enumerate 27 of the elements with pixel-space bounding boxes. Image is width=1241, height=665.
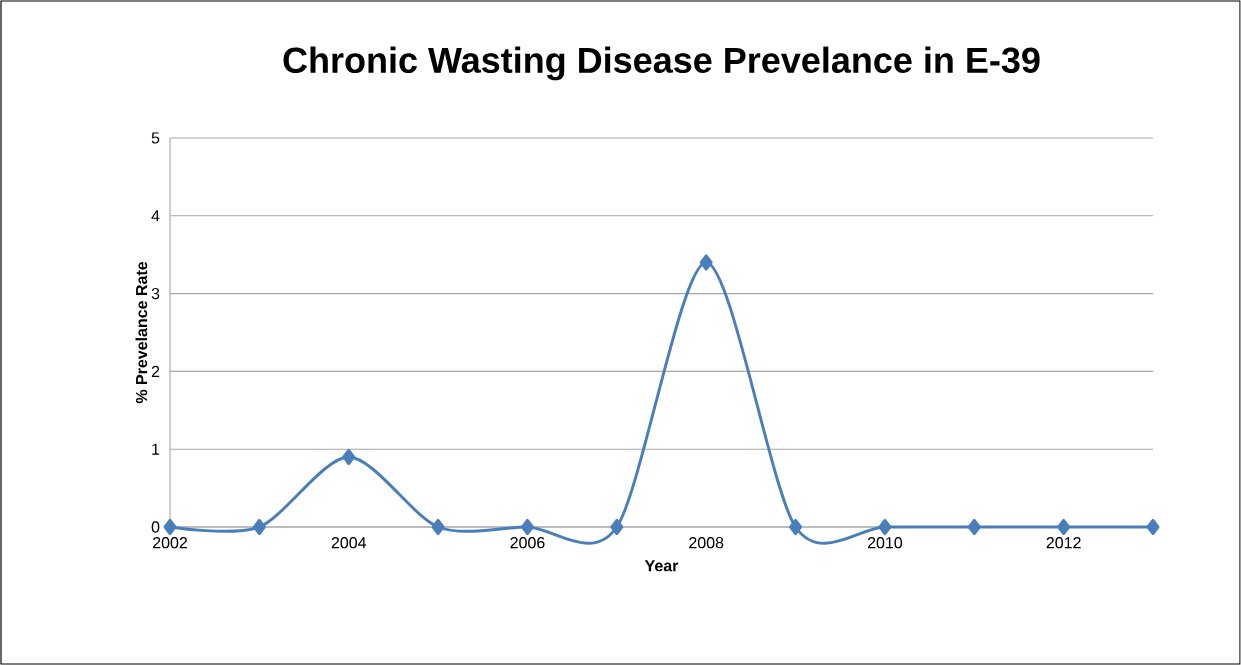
x-tick-label: 2010 bbox=[867, 537, 903, 549]
point bbox=[520, 518, 534, 536]
y-tick-label: 4 bbox=[151, 210, 160, 222]
x-tick-label: 2008 bbox=[689, 537, 724, 549]
point bbox=[1057, 518, 1071, 536]
y-tick-label: 3 bbox=[151, 287, 160, 300]
x-axis-title: Year bbox=[644, 560, 679, 572]
y-tick-label: 1 bbox=[152, 443, 160, 455]
y-tick-label: 5 bbox=[151, 132, 160, 144]
point bbox=[252, 518, 266, 536]
chart-title: Chronic Wasting Disease Prevelance in E-39 bbox=[283, 46, 1040, 81]
x-tick-label: 2012 bbox=[1046, 537, 1081, 549]
point bbox=[878, 518, 892, 536]
point bbox=[163, 518, 177, 536]
y-tick-label: 2 bbox=[151, 365, 160, 377]
y-tick-label: 0 bbox=[151, 521, 160, 533]
x-tick-label: 2002 bbox=[153, 537, 187, 549]
y-axis-title: % Prevelance Rate bbox=[135, 261, 148, 404]
point bbox=[431, 518, 445, 536]
point bbox=[610, 518, 624, 536]
point bbox=[699, 254, 713, 271]
point bbox=[1146, 518, 1160, 536]
point bbox=[789, 518, 803, 536]
x-tick-label: 2004 bbox=[331, 537, 367, 549]
point bbox=[342, 448, 356, 466]
x-tick-label: 2006 bbox=[510, 537, 545, 549]
point bbox=[967, 518, 981, 536]
